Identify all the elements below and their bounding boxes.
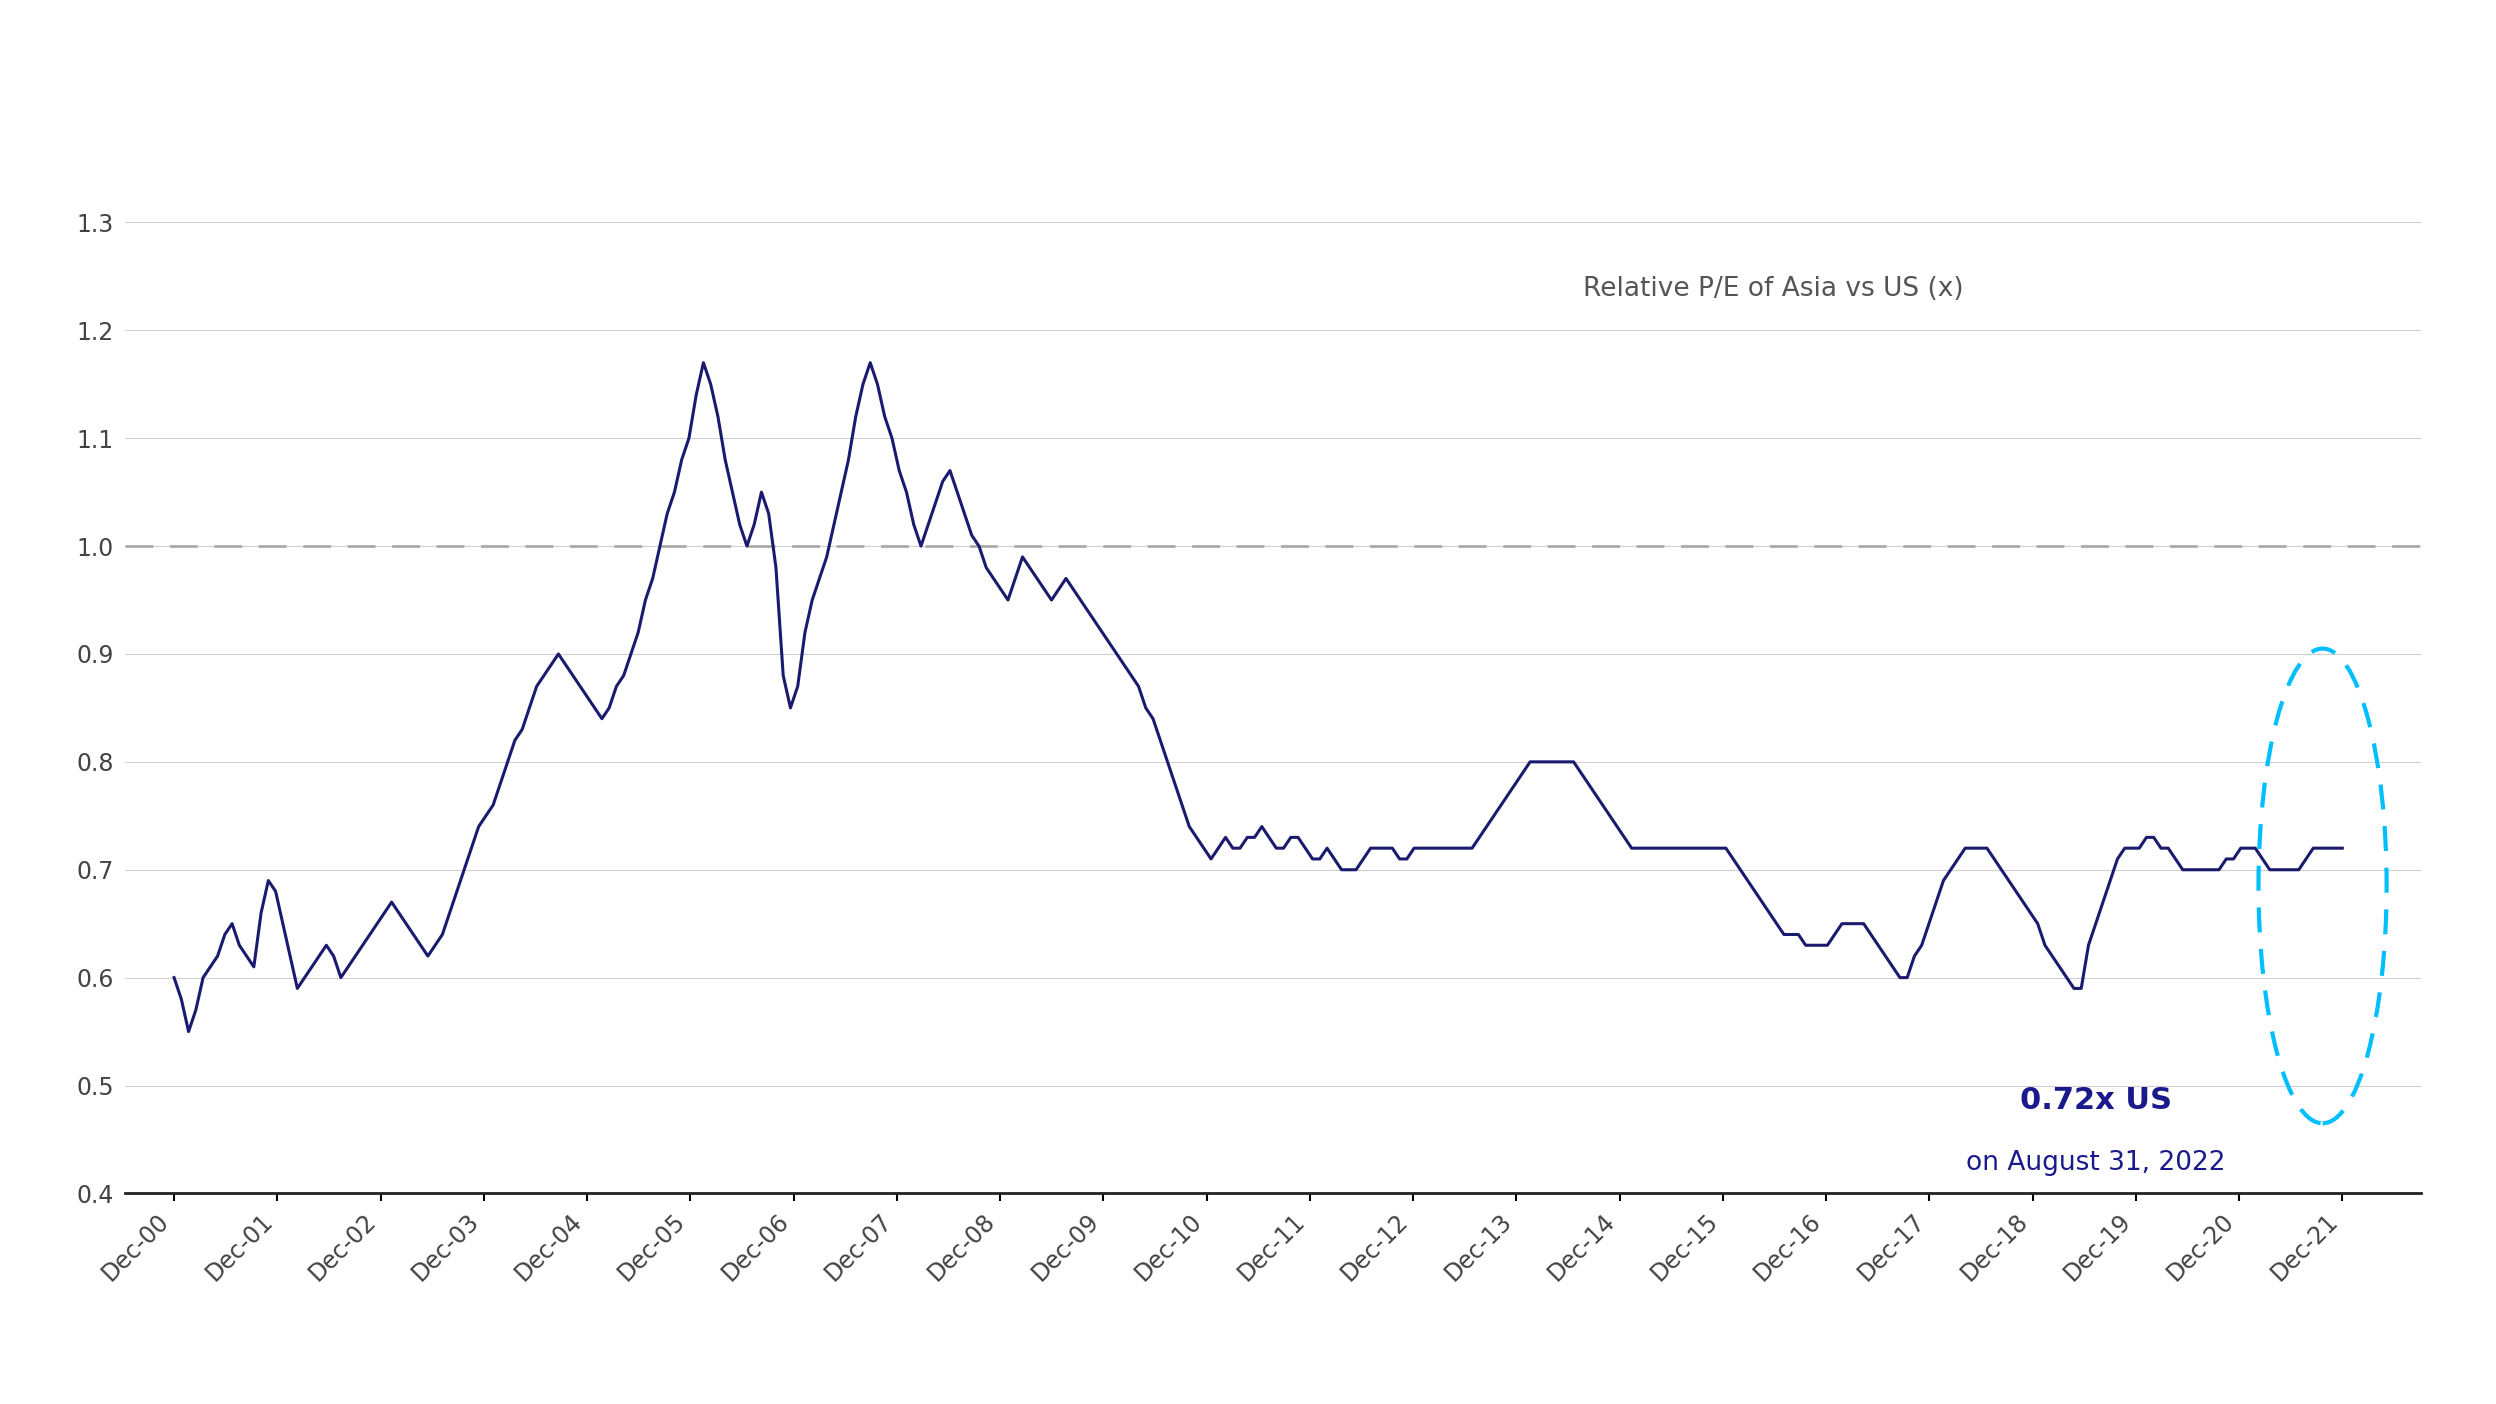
Text: 0.72x US: 0.72x US [2019,1085,2172,1115]
Text: on August 31, 2022: on August 31, 2022 [1967,1150,2226,1177]
Text: Relative P/E of Asia vs US (x): Relative P/E of Asia vs US (x) [1582,277,1964,302]
